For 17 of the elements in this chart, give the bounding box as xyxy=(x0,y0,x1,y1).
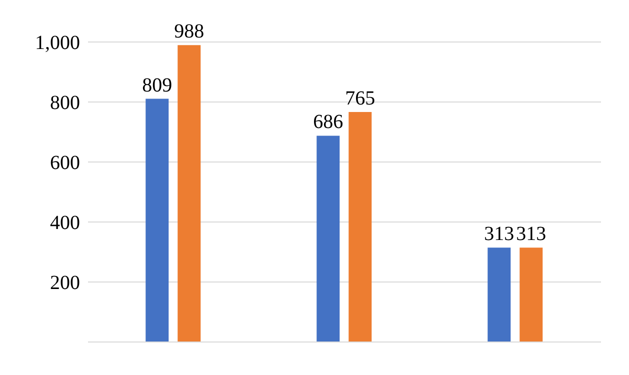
bar xyxy=(178,45,201,342)
data-label: 988 xyxy=(174,20,204,43)
bar xyxy=(146,98,169,342)
data-label: 313 xyxy=(484,223,514,246)
bar xyxy=(488,248,511,342)
y-tick-label: 200 xyxy=(50,272,80,294)
y-tick-label: 400 xyxy=(50,212,80,234)
y-tick-label: 800 xyxy=(50,92,80,114)
y-tick-label: 600 xyxy=(50,152,80,174)
data-label: 313 xyxy=(516,223,546,246)
data-label: 765 xyxy=(345,88,376,110)
data-label: 809 xyxy=(142,74,172,96)
data-label: 686 xyxy=(313,111,344,134)
bar xyxy=(520,248,543,342)
bar xyxy=(348,112,372,342)
bar xyxy=(316,136,340,342)
y-tick-label: 1,000 xyxy=(35,32,80,54)
